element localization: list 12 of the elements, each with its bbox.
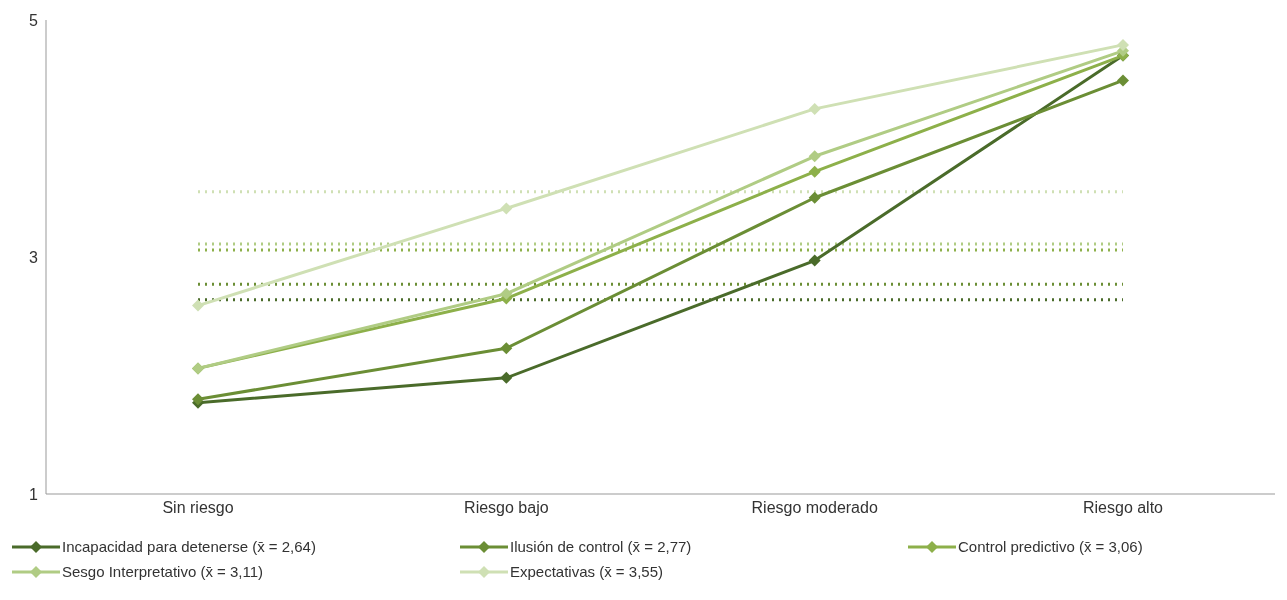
legend-label: Control predictivo (x̄ = 3,06) xyxy=(958,538,1143,555)
legend-label: Sesgo Interpretativo (x̄ = 3,11) xyxy=(62,563,264,580)
y-tick-label: 1 xyxy=(29,485,39,503)
legend-label: Ilusión de control (x̄ = 2,77) xyxy=(510,538,692,555)
x-tick-label: Riesgo alto xyxy=(1082,499,1164,517)
y-tick-label: 5 xyxy=(29,11,39,29)
x-tick-label: Riesgo bajo xyxy=(464,499,549,517)
x-tick-label: Sin riesgo xyxy=(162,499,234,517)
x-tick-label: Riesgo moderado xyxy=(751,499,878,517)
y-tick-label: 3 xyxy=(29,248,39,266)
legend-label: Expectativas (x̄ = 3,55) xyxy=(510,563,663,580)
legend-label: Incapacidad para detenerse (x̄ = 2,64) xyxy=(62,538,316,555)
